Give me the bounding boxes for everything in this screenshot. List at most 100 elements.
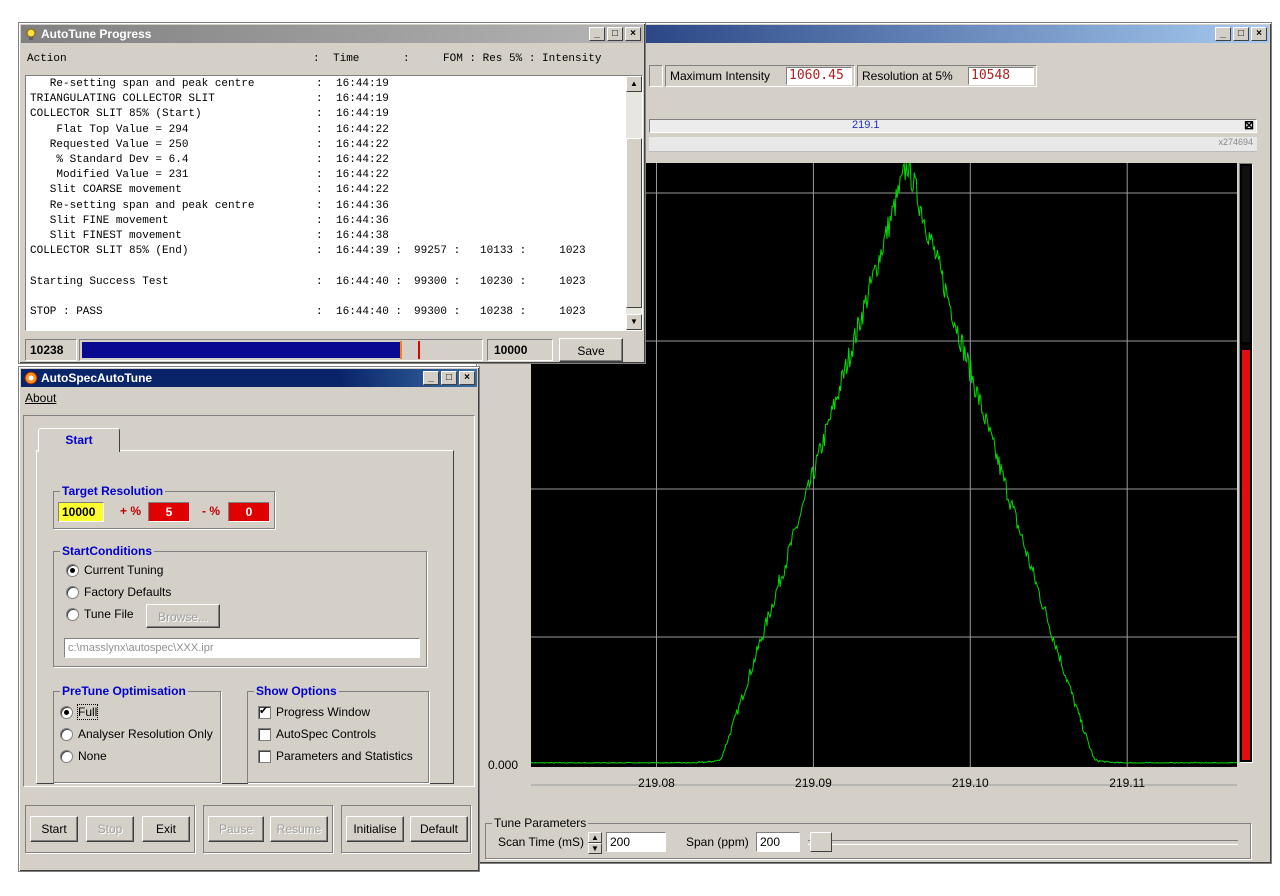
start-button[interactable]: Start: [30, 816, 78, 842]
tune-file-path-input[interactable]: c:\masslynx\autospec\XXX.ipr: [64, 638, 420, 658]
mass-header-bar: 219.1 ⊠: [649, 118, 1257, 133]
span-slider-track[interactable]: [808, 840, 1238, 845]
log-scrollbar[interactable]: ▲ ▼: [626, 76, 642, 330]
scroll-down-icon[interactable]: ▼: [626, 314, 642, 330]
plus-percent-label: + %: [120, 504, 142, 518]
log-row-action: Flat Top Value = 294: [30, 123, 189, 136]
maximize-icon[interactable]: □: [441, 371, 457, 385]
log-row-action: Slit FINE movement: [30, 214, 169, 227]
menu-about[interactable]: About: [25, 391, 57, 405]
target-resolution-title: Target Resolution: [60, 484, 166, 498]
resume-button[interactable]: Resume: [270, 816, 328, 842]
target-resolution-input[interactable]: 10000: [58, 502, 104, 522]
tab-start[interactable]: Start: [38, 428, 120, 452]
scan-time-spinner[interactable]: ▲ ▼: [588, 832, 602, 854]
log-row-values: 99300 : 10230 : 1023: [414, 275, 586, 288]
checkbox-progress-window[interactable]: Progress Window: [258, 704, 370, 720]
pause-button[interactable]: Pause: [208, 816, 264, 842]
log-row-time: 16:44:40 :: [336, 306, 403, 318]
spin-up-icon[interactable]: ▲: [588, 832, 602, 843]
start-conditions-group: StartConditions Current Tuning Factory D…: [53, 544, 427, 667]
checkbox-parameters-statistics[interactable]: Parameters and Statistics: [258, 748, 413, 764]
stop-button[interactable]: Stop: [86, 816, 134, 842]
radio-pretune-full[interactable]: Full: [60, 704, 99, 720]
log-row-action: Starting Success Test: [30, 275, 169, 288]
log-row-separator: :: [316, 199, 323, 212]
current-resolution-value: 10238: [25, 339, 77, 361]
autospec-autotune-window: AutoSpecAutoTune _ □ × About Start Targe…: [18, 366, 480, 872]
tab-container: Start Target Resolution 10000 + % 5 - % …: [23, 415, 475, 787]
log-row-values: 99257 : 10133 : 1023: [414, 245, 586, 258]
scale-factor-label: x274694: [1218, 137, 1253, 147]
progress-titlebar[interactable]: AutoTune Progress _ □ ×: [21, 25, 643, 43]
radio-factory-defaults[interactable]: Factory Defaults: [66, 584, 171, 600]
header-sep2: :: [403, 53, 410, 65]
checkbox-autospec-controls[interactable]: AutoSpec Controls: [258, 726, 376, 742]
maximize-icon[interactable]: □: [1233, 27, 1249, 41]
close-trace-icon[interactable]: ⊠: [1243, 118, 1254, 132]
maximum-intensity-panel: Maximum Intensity 1060.45: [665, 65, 855, 87]
tune-parameters-group: Tune Parameters Scan Time (mS) ▲ ▼ 200 S…: [485, 816, 1251, 859]
log-row-time: 16:44:19: [336, 93, 389, 106]
log-row-action: Re-setting span and peak centre: [30, 199, 255, 212]
main-titlebar[interactable]: _ □ ×: [479, 25, 1269, 43]
log-row-time: 16:44:40 :: [336, 275, 403, 288]
x-tick-label: 219.11: [1109, 776, 1145, 790]
log-row-action: % Standard Dev = 6.4: [30, 154, 189, 166]
autotune-titlebar[interactable]: AutoSpecAutoTune _ □ ×: [21, 369, 477, 387]
log-row-action: COLLECTOR SLIT 85% (Start): [30, 108, 202, 121]
tune-parameters-title: Tune Parameters: [492, 816, 589, 830]
span-input[interactable]: 200: [756, 832, 800, 852]
log-row-separator: :: [316, 306, 323, 318]
start-conditions-title: StartConditions: [60, 544, 154, 558]
app-logo-icon: [24, 371, 38, 385]
progress-log[interactable]: Re-setting span and peak centre: 16:44:19…: [25, 75, 643, 331]
log-row-action: TRIANGULATING COLLECTOR SLIT: [30, 93, 215, 106]
log-row-time: 16:44:39 :: [336, 245, 403, 258]
scroll-up-icon[interactable]: ▲: [626, 76, 642, 92]
radio-pretune-analyser[interactable]: Analyser Resolution Only: [60, 726, 213, 742]
spin-down-icon[interactable]: ▼: [588, 843, 602, 854]
peak-series-line: [531, 163, 1238, 764]
log-row-action: COLLECTOR SLIT 85% (End): [30, 245, 189, 258]
close-icon[interactable]: ×: [459, 371, 475, 385]
minimize-icon[interactable]: _: [423, 371, 439, 385]
autotune-progress-window: AutoTune Progress _ □ × Action : Time : …: [18, 22, 646, 364]
radio-tune-file[interactable]: Tune File: [66, 606, 134, 622]
intensity-meter-top: [1242, 166, 1250, 342]
plus-percent-input[interactable]: 5: [148, 502, 190, 522]
scroll-thumb[interactable]: [626, 138, 642, 308]
target-resolution-display: 10000: [487, 339, 553, 361]
plot-background: [531, 163, 1237, 767]
maximize-icon[interactable]: □: [607, 27, 623, 41]
x-tick-label: 219.08: [638, 776, 675, 790]
center-mass-label: 219.1: [852, 119, 880, 131]
minus-percent-input[interactable]: 0: [228, 502, 270, 522]
log-row-time: 16:44:19: [336, 108, 389, 121]
exit-button[interactable]: Exit: [142, 816, 190, 842]
intensity-meter: [1239, 163, 1253, 763]
span-slider-thumb[interactable]: [810, 832, 832, 852]
radio-pretune-none[interactable]: None: [60, 748, 107, 764]
resolution-panel: Resolution at 5% 10548: [857, 65, 1037, 87]
log-row-time: 16:44:22: [336, 169, 389, 182]
pretune-group: PreTune Optimisation Full Analyser Resol…: [53, 684, 221, 783]
radio-current-tuning[interactable]: Current Tuning: [66, 562, 163, 578]
setup-buttons-group: Initialise Default: [341, 805, 471, 853]
default-button[interactable]: Default: [410, 816, 468, 842]
x-tick-label: 219.09: [795, 776, 832, 790]
minimize-icon[interactable]: _: [1215, 27, 1231, 41]
header-action: Action: [27, 53, 67, 65]
save-button[interactable]: Save: [559, 338, 623, 362]
minimize-icon[interactable]: _: [589, 27, 605, 41]
header-rest: FOM : Res 5% : Intensity: [443, 53, 602, 65]
initialise-button[interactable]: Initialise: [346, 816, 404, 842]
close-icon[interactable]: ×: [625, 27, 641, 41]
log-row-time: 16:44:36: [336, 214, 389, 227]
target-resolution-group: Target Resolution 10000 + % 5 - % 0: [53, 484, 275, 529]
readout-blank-box: [649, 65, 663, 87]
log-row-separator: :: [316, 154, 323, 166]
scan-time-input[interactable]: 200: [606, 832, 666, 852]
close-icon[interactable]: ×: [1251, 27, 1267, 41]
browse-button[interactable]: Browse...: [146, 604, 220, 628]
